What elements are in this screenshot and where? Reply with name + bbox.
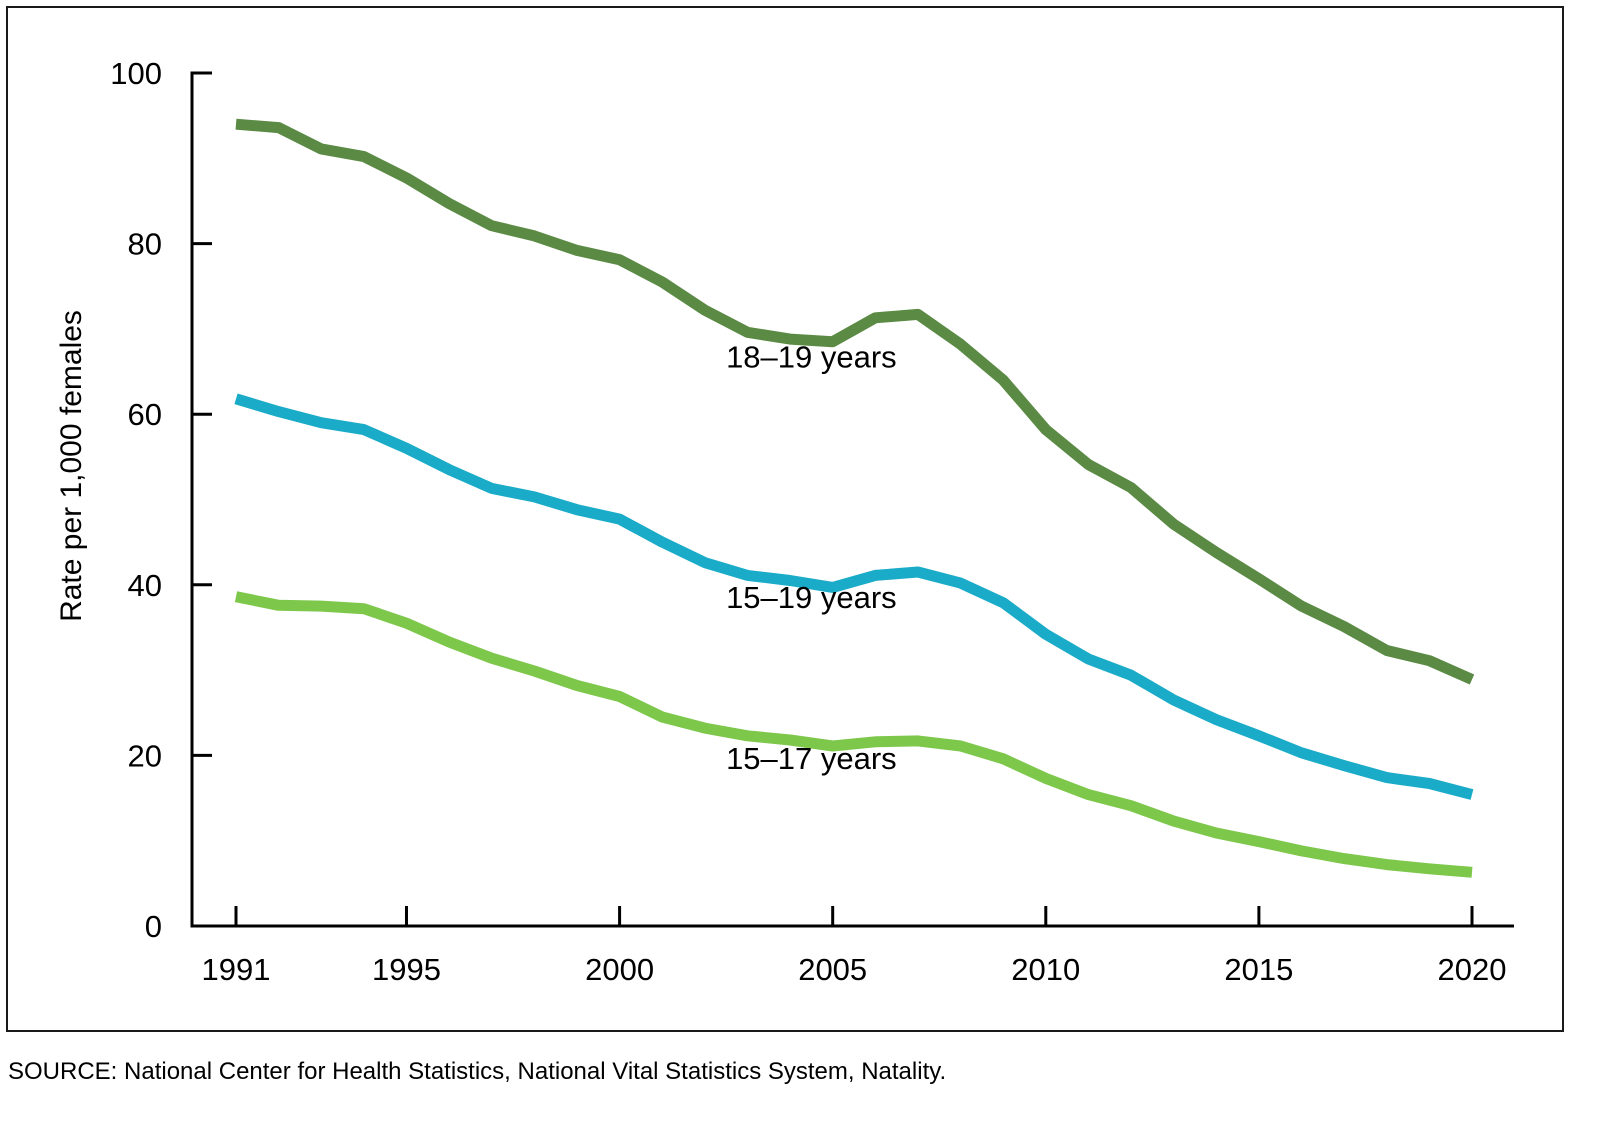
x-tick-label: 1991 [202,952,271,987]
x-tick-label: 2005 [798,952,867,987]
y-axis-title: Rate per 1,000 females [55,310,88,622]
x-tick-label: 2015 [1224,952,1293,987]
y-tick-label: 20 [128,738,162,773]
x-tick-label: 1995 [372,952,441,987]
series-line-2 [234,591,1473,878]
series-label-1: 15–19 years [726,580,897,615]
series-label-0: 18–19 years [726,339,897,374]
series-layer [234,118,1475,878]
series-label-2: 15–17 years [726,741,897,776]
x-ticks: 1991 1995 2000 2005 2010 2015 2020 [202,906,1507,987]
x-tick-label: 2020 [1438,952,1507,987]
y-tick-label: 40 [128,568,162,603]
y-tick-label: 0 [145,909,162,944]
y-tick-label: 80 [128,227,162,262]
y-tick-label: 100 [110,56,162,91]
x-tick-label: 2000 [585,952,654,987]
axis-layer [190,71,1514,928]
line-chart: 0 20 40 60 80 100 1991 1995 2000 2005 2010 2015 202… [55,56,1514,987]
series-line-1 [234,393,1474,800]
source-note: SOURCE: National Center for Health Stati… [8,1058,947,1085]
y-ticks: 0 20 40 60 80 100 [110,56,212,944]
series-line-0 [235,118,1475,685]
label-layer: 18–19 years 15–19 years 15–17 years [726,339,897,776]
x-tick-label: 2010 [1011,952,1080,987]
chart-frame [6,6,1564,1032]
y-tick-label: 60 [128,397,162,432]
